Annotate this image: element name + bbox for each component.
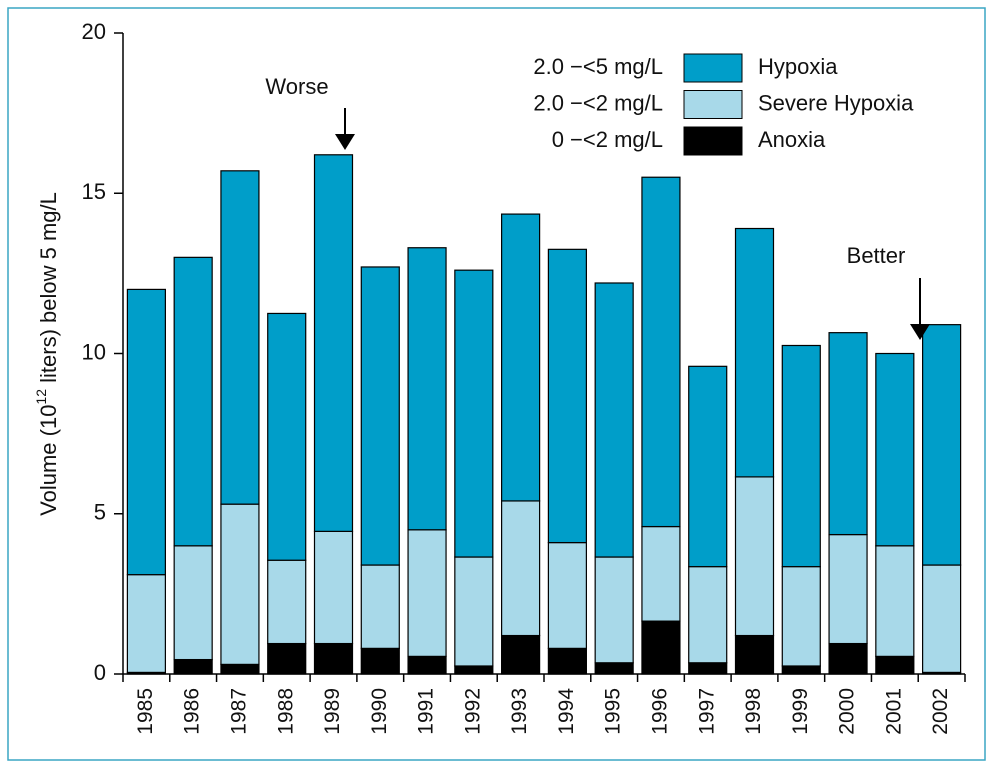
bar-segment bbox=[360, 266, 400, 566]
arrow-head bbox=[910, 324, 930, 340]
legend-range: 0 −<2 mg/L bbox=[552, 127, 663, 152]
bar-segment bbox=[454, 269, 494, 558]
bar-segment bbox=[267, 642, 307, 675]
x-tick-label: 1987 bbox=[227, 688, 250, 735]
x-tick-label: 1994 bbox=[555, 688, 578, 735]
bar-segment bbox=[828, 642, 868, 675]
bar-segment bbox=[267, 559, 307, 645]
bar-segment bbox=[407, 247, 447, 531]
x-tick-label: 1996 bbox=[648, 688, 671, 735]
bar-segment bbox=[360, 564, 400, 649]
bar-segment bbox=[828, 332, 868, 536]
bar-segment bbox=[594, 662, 634, 675]
x-tick-label: 1998 bbox=[742, 688, 765, 735]
bar-segment bbox=[875, 545, 915, 657]
annotation: Better bbox=[847, 243, 906, 268]
x-tick-label: 1985 bbox=[134, 688, 157, 735]
x-tick-label: 2002 bbox=[929, 688, 952, 735]
bar-segment bbox=[688, 566, 728, 664]
y-tick-label: 5 bbox=[94, 500, 106, 525]
bar-segment bbox=[313, 530, 354, 645]
bar-segment bbox=[407, 529, 447, 657]
bar-segment bbox=[547, 647, 587, 675]
bar-segment bbox=[922, 324, 962, 566]
bar-segment bbox=[454, 556, 494, 667]
legend-range: 2.0 −<5 mg/L bbox=[533, 54, 663, 79]
y-axis-label: Volume (1012 liters) below 5 mg/L bbox=[33, 192, 61, 516]
bar-segment bbox=[173, 658, 213, 675]
x-tick-label: 1989 bbox=[321, 688, 344, 735]
bar-segment bbox=[454, 665, 494, 675]
bar-segment bbox=[922, 564, 962, 673]
bar-segment bbox=[220, 503, 260, 665]
legend-swatch bbox=[683, 53, 743, 83]
legend-range: 2.0 −<2 mg/L bbox=[533, 90, 663, 115]
bar-segment bbox=[313, 154, 354, 532]
bar-segment bbox=[126, 574, 166, 673]
bar-segment bbox=[313, 642, 354, 675]
arrow-head bbox=[335, 134, 355, 150]
legend-swatch bbox=[683, 126, 743, 156]
bar-segment bbox=[875, 352, 915, 547]
legend-label: Anoxia bbox=[758, 127, 826, 152]
bar-segment bbox=[220, 663, 260, 675]
annotation: Worse bbox=[265, 74, 328, 99]
bar-segment bbox=[360, 647, 400, 675]
bar-segment bbox=[781, 665, 821, 675]
bar-segment bbox=[594, 556, 634, 664]
bar-segment bbox=[220, 170, 260, 505]
x-tick-label: 1999 bbox=[789, 688, 812, 735]
bar-segment bbox=[641, 525, 681, 622]
bar-segment bbox=[641, 176, 681, 528]
bar-segment bbox=[734, 476, 775, 637]
bar-segment bbox=[828, 533, 868, 645]
y-tick-label: 20 bbox=[82, 19, 106, 44]
bar-segment bbox=[501, 213, 541, 502]
bar-segment bbox=[126, 288, 166, 576]
x-tick-label: 1986 bbox=[181, 688, 204, 735]
x-tick-label: 1991 bbox=[415, 688, 438, 735]
bar-segment bbox=[547, 248, 587, 544]
bar-segment bbox=[734, 227, 775, 478]
legend-label: Hypoxia bbox=[758, 54, 838, 79]
legend-label: Severe Hypoxia bbox=[758, 90, 914, 115]
bar-segment bbox=[407, 655, 447, 675]
x-tick-label: 1992 bbox=[461, 688, 484, 735]
x-tick-label: 1988 bbox=[274, 688, 297, 735]
bar-segment bbox=[875, 655, 915, 675]
x-tick-label: 2001 bbox=[882, 688, 905, 735]
frame bbox=[7, 7, 986, 761]
bar-segment bbox=[734, 634, 775, 675]
bar-segment bbox=[781, 344, 821, 568]
bar-segment bbox=[781, 566, 821, 667]
bar-segment bbox=[688, 662, 728, 675]
y-tick-label: 0 bbox=[94, 660, 106, 685]
bar-segment bbox=[173, 545, 213, 661]
x-tick-label: 1997 bbox=[695, 688, 718, 735]
bar-segment bbox=[641, 620, 681, 675]
bar-segment bbox=[594, 282, 634, 558]
y-tick-label: 10 bbox=[82, 339, 106, 364]
x-tick-label: 1993 bbox=[508, 688, 531, 735]
bar-segment bbox=[547, 541, 587, 649]
y-tick-label: 15 bbox=[82, 179, 106, 204]
x-tick-label: 2000 bbox=[836, 688, 859, 735]
legend-swatch bbox=[683, 90, 743, 119]
bar-segment bbox=[267, 312, 307, 561]
bar-segment bbox=[688, 365, 728, 568]
x-tick-label: 1990 bbox=[368, 688, 391, 735]
x-tick-label: 1995 bbox=[602, 688, 625, 735]
bar-segment bbox=[501, 634, 541, 675]
bar-segment bbox=[501, 500, 541, 637]
bar-segment bbox=[173, 256, 213, 547]
